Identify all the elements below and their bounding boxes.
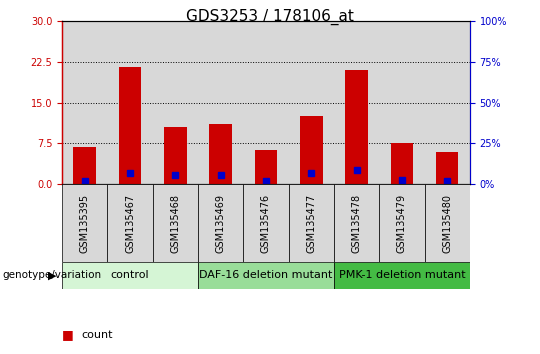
Text: PMK-1 deletion mutant: PMK-1 deletion mutant	[339, 270, 465, 280]
FancyBboxPatch shape	[334, 184, 379, 262]
FancyBboxPatch shape	[62, 184, 107, 262]
Text: GSM135395: GSM135395	[80, 193, 90, 253]
Bar	[210, 124, 232, 184]
Text: ▶: ▶	[48, 270, 57, 280]
Bar	[300, 116, 322, 184]
Bar	[255, 150, 277, 184]
FancyBboxPatch shape	[379, 184, 424, 262]
Bar	[153, 21, 198, 184]
Bar	[119, 67, 141, 184]
Text: genotype/variation: genotype/variation	[3, 270, 102, 280]
Bar	[73, 147, 96, 184]
Text: DAF-16 deletion mutant: DAF-16 deletion mutant	[199, 270, 333, 280]
Bar	[244, 21, 288, 184]
Bar	[379, 21, 424, 184]
FancyBboxPatch shape	[334, 262, 470, 289]
FancyBboxPatch shape	[244, 184, 288, 262]
Bar	[436, 152, 458, 184]
Bar	[345, 70, 368, 184]
Bar	[288, 21, 334, 184]
FancyBboxPatch shape	[198, 184, 244, 262]
Text: GSM135480: GSM135480	[442, 194, 452, 252]
FancyBboxPatch shape	[107, 184, 153, 262]
Text: ■: ■	[62, 353, 74, 354]
FancyBboxPatch shape	[288, 184, 334, 262]
FancyBboxPatch shape	[424, 184, 470, 262]
Bar	[390, 143, 413, 184]
FancyBboxPatch shape	[198, 262, 334, 289]
Bar	[62, 21, 107, 184]
Text: GDS3253 / 178106_at: GDS3253 / 178106_at	[186, 9, 354, 25]
Text: control: control	[111, 270, 150, 280]
Text: GSM135476: GSM135476	[261, 193, 271, 253]
FancyBboxPatch shape	[153, 184, 198, 262]
Text: GSM135467: GSM135467	[125, 193, 135, 253]
Text: count: count	[81, 330, 112, 339]
Text: GSM135479: GSM135479	[397, 193, 407, 253]
FancyBboxPatch shape	[62, 262, 198, 289]
Bar	[107, 21, 153, 184]
Text: GSM135468: GSM135468	[170, 194, 180, 252]
Text: GSM135478: GSM135478	[352, 193, 362, 253]
Bar	[424, 21, 470, 184]
Text: ■: ■	[62, 328, 74, 341]
Bar	[198, 21, 244, 184]
Bar	[164, 127, 187, 184]
Text: GSM135477: GSM135477	[306, 193, 316, 253]
Bar	[334, 21, 379, 184]
Text: GSM135469: GSM135469	[215, 194, 226, 252]
